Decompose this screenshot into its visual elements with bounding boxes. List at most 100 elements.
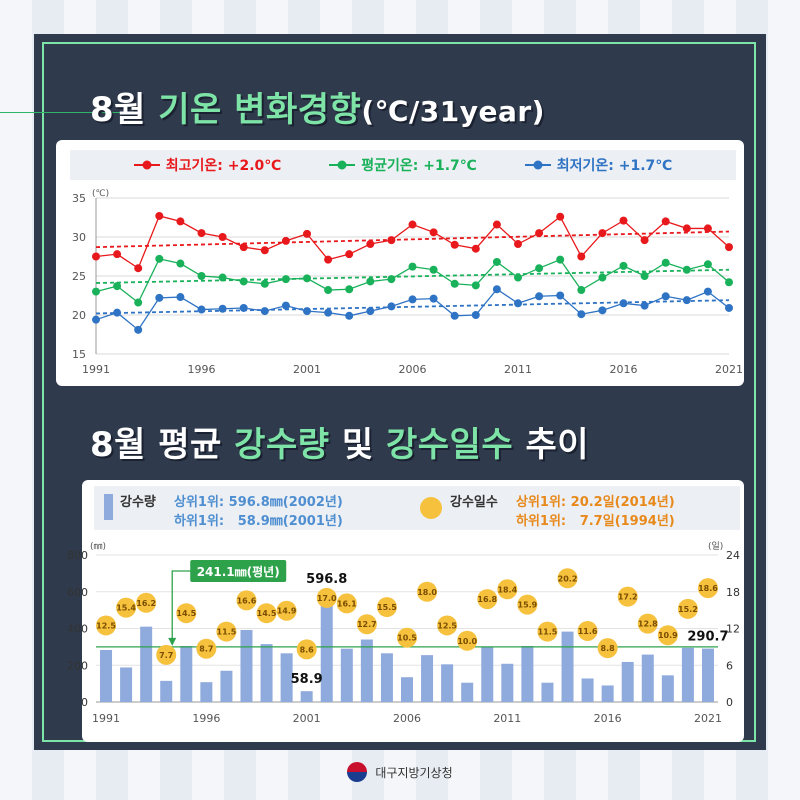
data-point — [218, 304, 227, 313]
rain-days-label: 18.4 — [497, 585, 517, 594]
series-line — [95, 288, 730, 331]
heading-unit: (℃/31year) — [361, 95, 545, 128]
rain-days-dot — [336, 593, 357, 614]
data-point — [514, 273, 522, 282]
data-point — [197, 229, 206, 238]
rain-bar — [200, 682, 213, 702]
data-point — [92, 315, 100, 324]
legend-rain-name: 강수량 — [120, 495, 156, 510]
data-point — [556, 212, 565, 221]
heading-highlight: 기온 변화경향 — [158, 90, 362, 130]
data-point — [345, 285, 354, 294]
legend-max-marker-icon — [133, 160, 160, 170]
data-point — [492, 257, 501, 266]
data-point — [619, 216, 628, 225]
data-point — [725, 243, 733, 252]
data-point — [134, 298, 143, 307]
rain-right-tick-label: 18 — [726, 586, 740, 599]
legend-rain-bottom: 하위1위: 58.9㎜(2001년) — [174, 514, 343, 529]
data-point — [492, 220, 501, 229]
data-point — [682, 296, 691, 305]
rain-days-label: 7.7 — [159, 651, 173, 660]
rain-bar — [120, 667, 133, 702]
rain-bar — [501, 663, 514, 702]
data-point — [682, 265, 691, 274]
rain-days-dot — [236, 590, 257, 611]
rain-days-dot — [597, 638, 618, 659]
rain-bar — [561, 631, 574, 702]
rain-right-tick-label: 12 — [726, 623, 740, 636]
footer: 대구지방기상청 — [0, 760, 800, 784]
data-point — [598, 229, 607, 238]
normal-callout-arrow-icon — [168, 637, 177, 646]
data-point — [619, 299, 628, 308]
rain-days-dot — [356, 614, 377, 635]
data-point — [113, 282, 122, 291]
data-point — [471, 311, 480, 319]
rain-bar — [280, 653, 293, 702]
data-point — [577, 310, 586, 319]
rain-days-dot — [457, 630, 478, 651]
rain-days-label: 18.6 — [698, 584, 718, 593]
data-point — [725, 278, 733, 287]
data-point — [471, 244, 480, 253]
rain-days-label: 10.9 — [658, 631, 678, 640]
rainfall-legend: 강수량 상위1위: 596.8㎜(2002년) 하위1위: 58.9㎜(2001… — [94, 486, 740, 530]
rain-days-label: 15.9 — [518, 601, 538, 610]
data-point — [450, 311, 459, 320]
legend-avg: 평균기온: +1.7℃ — [329, 155, 477, 175]
data-point — [556, 291, 565, 300]
rain-days-dot — [276, 600, 297, 621]
data-point — [366, 240, 375, 249]
rain-days-label: 12.5 — [437, 621, 457, 630]
data-point — [703, 260, 712, 269]
data-point — [218, 273, 227, 282]
temp-x-tick-label: 2016 — [610, 363, 638, 376]
rain-bar — [481, 646, 494, 702]
rain-days-label: 8.8 — [601, 644, 616, 653]
rain-days-dot — [316, 587, 337, 608]
rain-left-tick-label: 200 — [67, 659, 88, 672]
temp-y-tick-label: 20 — [72, 309, 86, 322]
rain-bar — [581, 678, 594, 702]
data-point — [408, 262, 417, 271]
heading-prefix: 8월 — [90, 90, 159, 130]
data-point — [387, 302, 396, 311]
rain-days-label: 18.0 — [417, 588, 437, 597]
normal-callout-label: 241.1㎜(평년) — [197, 565, 280, 579]
temp-x-tick-label: 2001 — [293, 363, 321, 376]
rain-bar — [240, 629, 253, 702]
rain-days-label: 16.2 — [136, 599, 156, 608]
data-point — [155, 254, 164, 263]
data-point — [640, 301, 649, 310]
data-point — [281, 275, 290, 284]
data-point — [281, 236, 290, 245]
rain-days-label: 14.9 — [277, 607, 297, 616]
rain-left-unit: (㎜) — [90, 542, 106, 552]
data-point — [429, 294, 438, 303]
temp-x-tick-label: 1996 — [188, 363, 216, 376]
rain-bar — [621, 661, 634, 702]
rain-left-tick-label: 800 — [67, 549, 88, 562]
normal-callout-line — [171, 570, 193, 643]
rain-days-label: 11.5 — [217, 628, 237, 637]
rain-days-label: 15.2 — [678, 605, 698, 614]
rain-days-label: 17.2 — [618, 593, 638, 602]
rain-days-dot — [577, 620, 598, 641]
data-point — [92, 287, 100, 296]
rain-days-dot — [497, 579, 518, 600]
rain-days-label: 16.6 — [237, 596, 257, 605]
rain-days-label: 11.5 — [538, 628, 558, 637]
heading-highlight: 강수량 — [234, 425, 330, 465]
rain-right-tick-label: 0 — [726, 696, 733, 709]
legend-min: 최저기온: +1.7℃ — [524, 155, 672, 175]
trend-line — [95, 268, 730, 284]
data-point — [640, 236, 649, 245]
rain-bar — [401, 677, 413, 702]
legend-days-name: 강수일수 — [450, 495, 498, 510]
rain-days-dot — [417, 581, 438, 602]
data-point — [303, 274, 311, 283]
temp-y-tick-label: 30 — [72, 231, 86, 244]
temp-x-tick-label: 2011 — [504, 363, 532, 376]
